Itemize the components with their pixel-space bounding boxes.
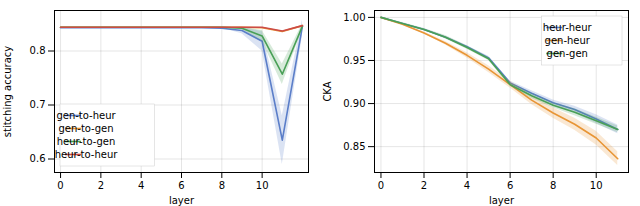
- svg-text:4: 4: [138, 180, 144, 191]
- svg-text:10: 10: [256, 180, 269, 191]
- svg-text:2: 2: [421, 180, 427, 191]
- svg-text:layer: layer: [489, 195, 515, 206]
- svg-text:gen-heur: gen-heur: [545, 35, 591, 46]
- svg-text:0.8: 0.8: [30, 45, 46, 56]
- svg-text:4: 4: [464, 180, 470, 191]
- svg-text:0: 0: [57, 180, 63, 191]
- svg-text:6: 6: [178, 180, 184, 191]
- svg-text:gen-to-gen: gen-to-gen: [58, 123, 113, 134]
- svg-text:layer: layer: [169, 195, 195, 206]
- svg-text:0.85: 0.85: [343, 141, 365, 152]
- svg-text:8: 8: [219, 180, 225, 191]
- svg-text:0.7: 0.7: [30, 99, 46, 110]
- svg-text:heur-to-heur: heur-to-heur: [55, 149, 119, 160]
- svg-text:heur-heur: heur-heur: [543, 22, 593, 33]
- svg-text:stitching accuracy: stitching accuracy: [2, 46, 13, 138]
- svg-text:10: 10: [590, 180, 603, 191]
- svg-text:0.90: 0.90: [343, 98, 365, 109]
- svg-text:gen-to-heur: gen-to-heur: [56, 110, 116, 121]
- svg-text:heur-to-gen: heur-to-gen: [57, 136, 116, 147]
- svg-text:2: 2: [98, 180, 104, 191]
- svg-text:CKA: CKA: [322, 81, 333, 101]
- svg-text:0: 0: [378, 180, 384, 191]
- svg-text:gen-gen: gen-gen: [547, 48, 588, 59]
- svg-text:1.00: 1.00: [343, 12, 365, 23]
- svg-text:6: 6: [507, 180, 513, 191]
- svg-text:0.6: 0.6: [30, 153, 46, 164]
- svg-text:8: 8: [550, 180, 556, 191]
- svg-text:0.95: 0.95: [343, 55, 365, 66]
